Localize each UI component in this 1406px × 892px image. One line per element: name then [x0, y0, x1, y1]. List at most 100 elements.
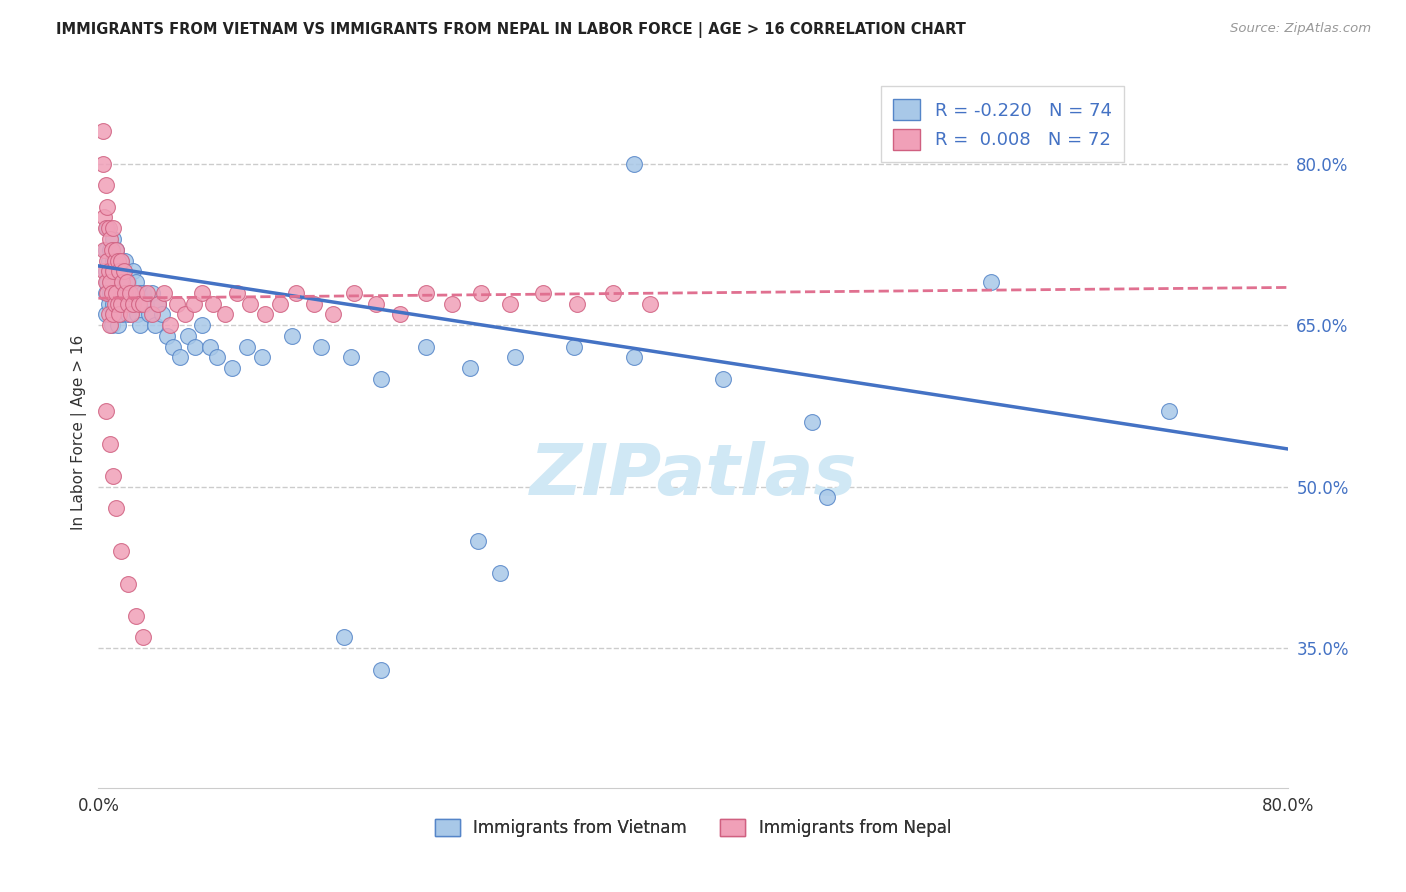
Point [470, 285, 492, 300]
Point [108, 307, 131, 321]
Point [236, 340, 259, 354]
Point [98, 243, 121, 257]
Point [467, 533, 489, 548]
Point [711, 372, 734, 386]
Point [138, 307, 160, 321]
Point [191, 318, 214, 333]
Point [97, 264, 120, 278]
Point [104, 307, 127, 321]
Point [105, 285, 128, 300]
Point [125, 307, 148, 321]
Point [173, 307, 195, 321]
Point [96, 253, 118, 268]
Point [815, 491, 838, 505]
Point [118, 285, 141, 300]
Point [602, 285, 624, 300]
Point [176, 329, 198, 343]
Point [183, 296, 205, 310]
Point [117, 275, 139, 289]
Point [114, 253, 136, 268]
Point [107, 318, 129, 333]
Point [499, 296, 522, 310]
Point [110, 253, 132, 268]
Point [91, 156, 114, 170]
Point [322, 307, 344, 321]
Point [415, 340, 437, 354]
Point [370, 663, 392, 677]
Point [269, 296, 291, 310]
Point [250, 351, 273, 365]
Point [96, 221, 118, 235]
Point [98, 232, 121, 246]
Point [91, 124, 114, 138]
Point [801, 415, 824, 429]
Point [143, 318, 166, 333]
Point [389, 307, 412, 321]
Point [112, 264, 135, 278]
Point [128, 285, 150, 300]
Point [169, 351, 191, 365]
Point [129, 318, 152, 333]
Point [198, 340, 221, 354]
Text: Source: ZipAtlas.com: Source: ZipAtlas.com [1230, 22, 1371, 36]
Point [103, 232, 125, 246]
Point [225, 285, 247, 300]
Point [112, 296, 135, 310]
Point [124, 608, 146, 623]
Point [94, 264, 117, 278]
Point [98, 318, 121, 333]
Point [111, 275, 134, 289]
Point [104, 264, 127, 278]
Point [93, 211, 115, 225]
Point [253, 307, 276, 321]
Point [146, 296, 169, 310]
Point [340, 351, 363, 365]
Point [103, 253, 125, 268]
Point [97, 307, 120, 321]
Point [103, 275, 125, 289]
Point [107, 296, 129, 310]
Point [103, 264, 125, 278]
Point [97, 221, 120, 235]
Point [94, 307, 117, 321]
Point [343, 285, 366, 300]
Point [115, 275, 138, 289]
Y-axis label: In Labor Force | Age > 16: In Labor Force | Age > 16 [72, 335, 87, 531]
Point [103, 285, 125, 300]
Point [117, 296, 139, 310]
Point [107, 253, 129, 268]
Point [115, 296, 138, 310]
Point [114, 285, 136, 300]
Point [110, 544, 132, 558]
Point [103, 296, 125, 310]
Point [121, 264, 143, 278]
Point [159, 318, 181, 333]
Point [489, 566, 512, 580]
Point [96, 285, 118, 300]
Point [100, 285, 122, 300]
Point [132, 285, 155, 300]
Point [162, 340, 184, 354]
Point [150, 307, 173, 321]
Point [124, 285, 146, 300]
Point [136, 285, 159, 300]
Point [94, 243, 117, 257]
Point [146, 296, 169, 310]
Point [96, 200, 118, 214]
Point [141, 285, 163, 300]
Point [214, 307, 236, 321]
Point [103, 221, 125, 235]
Point [94, 404, 117, 418]
Point [135, 296, 157, 310]
Point [120, 307, 142, 321]
Point [98, 285, 121, 300]
Point [302, 296, 325, 310]
Point [152, 285, 174, 300]
Point [221, 361, 243, 376]
Point [332, 631, 354, 645]
Point [132, 296, 155, 310]
Point [114, 285, 136, 300]
Point [100, 264, 122, 278]
Point [94, 178, 117, 193]
Point [638, 296, 661, 310]
